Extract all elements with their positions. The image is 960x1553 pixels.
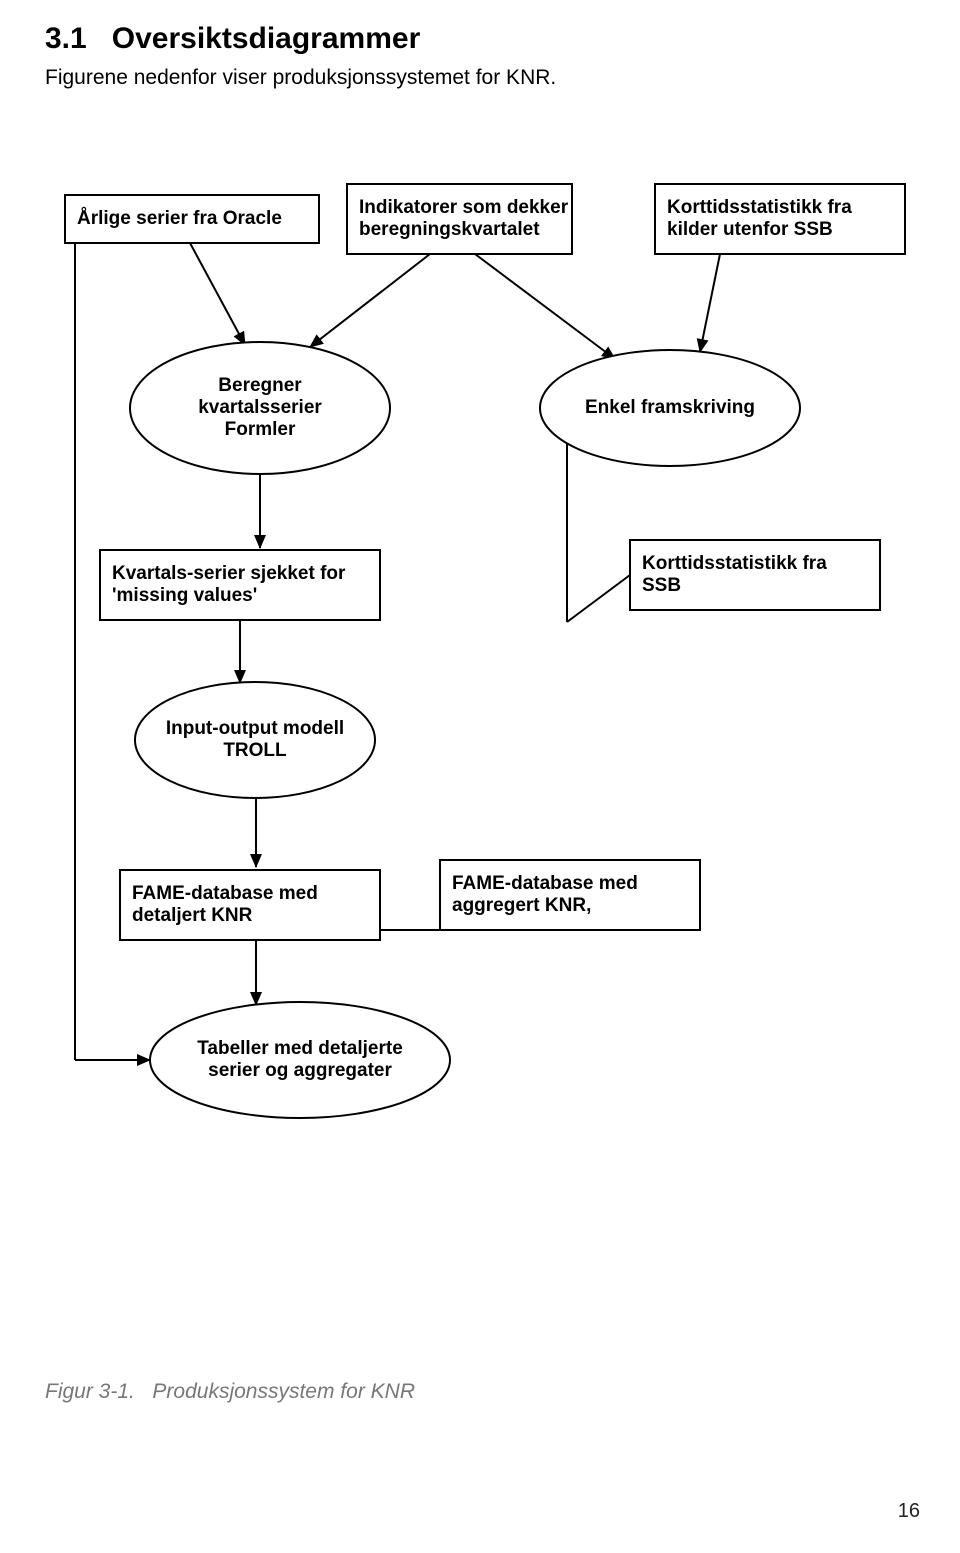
- svg-text:kvartalsserier: kvartalsserier: [198, 397, 322, 418]
- flowchart: Årlige serier fra Oracle Indikatorer som …: [0, 170, 960, 1280]
- node-enkel: Enkel framskriving: [540, 350, 800, 466]
- svg-text:beregningskvartalet: beregningskvartalet: [359, 219, 540, 240]
- figure-text: Produksjonssystem for KNR: [152, 1380, 415, 1403]
- node-sjekket: Kvartals-serier sjekket for'missing valu…: [100, 550, 380, 620]
- figure-label: Figur 3-1.: [45, 1380, 135, 1403]
- svg-text:detaljert KNR: detaljert KNR: [132, 905, 253, 926]
- page-number: 16: [898, 1500, 920, 1523]
- svg-text:serier og aggregater: serier og aggregater: [208, 1060, 392, 1081]
- svg-text:'missing values': 'missing values': [112, 585, 257, 606]
- node-troll: Input-output modellTROLL: [135, 682, 375, 798]
- svg-text:Årlige serier fra Oracle: Årlige serier fra Oracle: [77, 208, 282, 229]
- svg-text:TROLL: TROLL: [223, 740, 287, 761]
- svg-text:Beregner: Beregner: [218, 375, 302, 396]
- figure-caption: Figur 3-1. Produksjonssystem for KNR: [45, 1380, 415, 1404]
- nodes: Årlige serier fra Oracle Indikatorer som …: [65, 184, 905, 1118]
- node-kortUtenfor: Korttidsstatistikk frakilder utenfor SSB: [655, 184, 905, 254]
- svg-text:aggregert KNR,: aggregert KNR,: [452, 895, 591, 916]
- svg-text:FAME-database med: FAME-database med: [452, 873, 638, 894]
- node-fameAgg: FAME-database medaggregert KNR,: [440, 860, 700, 930]
- svg-text:Formler: Formler: [225, 419, 296, 440]
- section-subtitle: Figurene nedenfor viser produksjonssyste…: [45, 66, 556, 90]
- node-oracle: Årlige serier fra Oracle: [65, 195, 319, 243]
- svg-text:Enkel framskriving: Enkel framskriving: [585, 397, 755, 418]
- svg-text:Input-output modell: Input-output modell: [166, 718, 344, 739]
- node-fameDet: FAME-database meddetaljert KNR: [120, 870, 380, 940]
- svg-text:kilder utenfor SSB: kilder utenfor SSB: [667, 219, 833, 240]
- node-tabeller: Tabeller med detaljerteserier og aggrega…: [150, 1002, 450, 1118]
- svg-text:Tabeller med detaljerte: Tabeller med detaljerte: [197, 1038, 403, 1059]
- svg-text:Kvartals-serier sjekket for: Kvartals-serier sjekket for: [112, 563, 346, 584]
- section-heading: 3.1 Oversiktsdiagrammer: [45, 22, 420, 56]
- node-beregner: BeregnerkvartalsserierFormler: [130, 342, 390, 474]
- node-indik: Indikatorer som dekkerberegningskvartale…: [347, 184, 572, 254]
- page: { "heading": { "number": "3.1", "title":…: [0, 0, 960, 1553]
- node-kortSSB: Korttidsstatistikk fraSSB: [630, 540, 880, 610]
- svg-text:Indikatorer som dekker: Indikatorer som dekker: [359, 197, 569, 218]
- svg-text:Korttidsstatistikk fra: Korttidsstatistikk fra: [642, 553, 827, 574]
- svg-text:Korttidsstatistikk fra: Korttidsstatistikk fra: [667, 197, 852, 218]
- section-number: 3.1: [45, 22, 87, 55]
- section-title: Oversiktsdiagrammer: [112, 22, 421, 55]
- svg-text:SSB: SSB: [642, 575, 681, 596]
- svg-text:FAME-database med: FAME-database med: [132, 883, 318, 904]
